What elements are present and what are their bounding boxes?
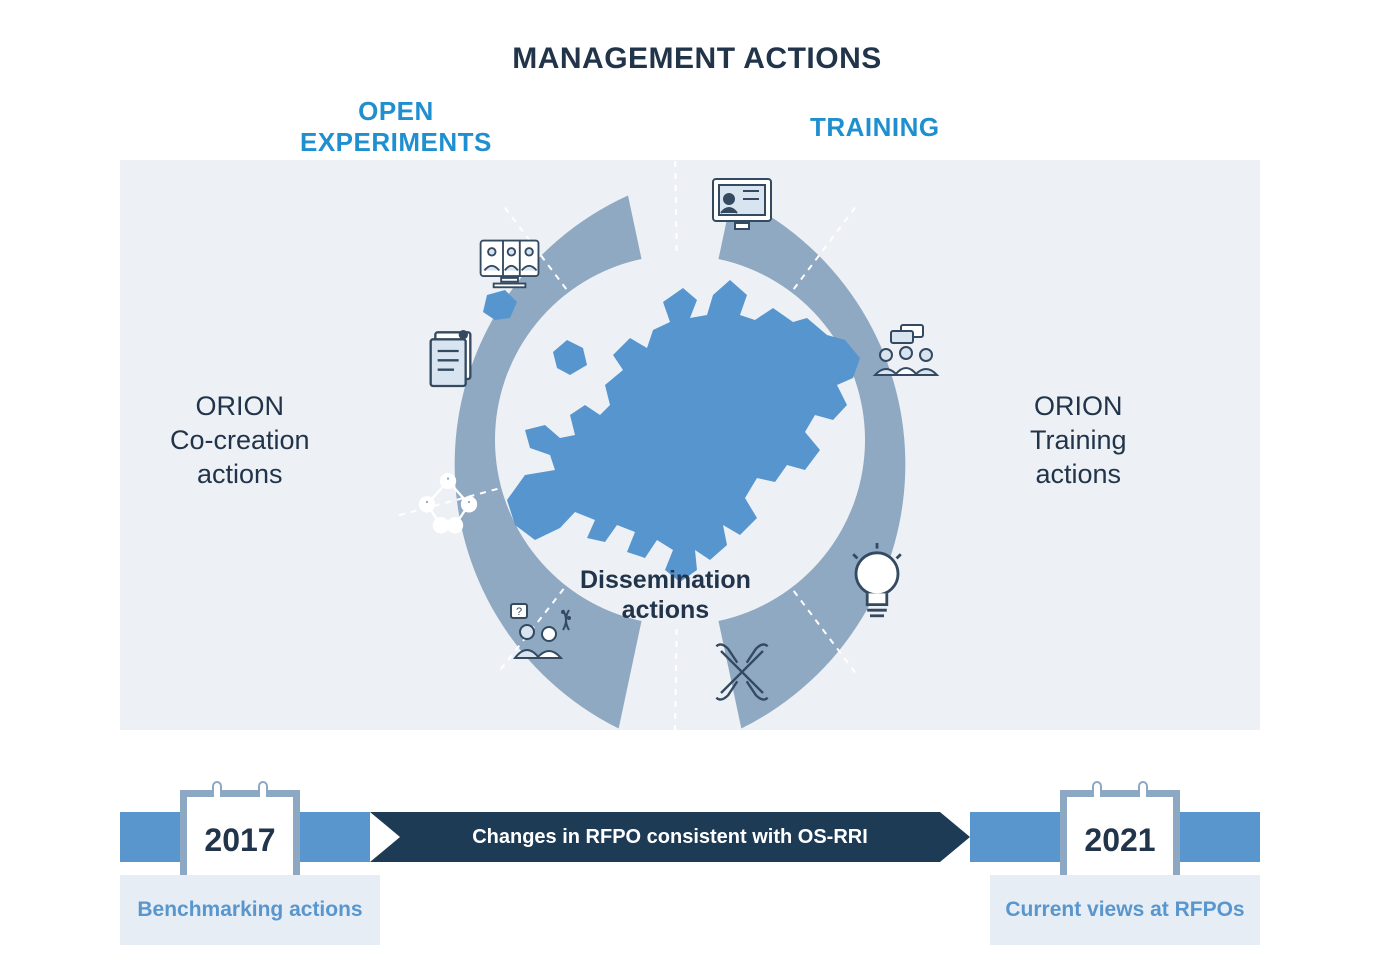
benchmarking-actions-box: Benchmarking actions [120,875,380,945]
timeline-middle-text: Changes in RFPO consistent with OS-RRI [370,812,970,862]
start-year-text: 2017 [204,822,275,859]
europe-map-icon [475,260,885,600]
svg-text:?: ? [516,606,522,618]
training-actions-label: ORIONTrainingactions [1030,390,1127,491]
end-year-text: 2021 [1084,822,1155,859]
network-icon [413,467,483,537]
management-actions-title: MANAGEMENT ACTIONS [0,42,1394,76]
lightbulb-icon [842,543,912,613]
current-views-box: Current views at RFPOs [990,875,1260,945]
presentation-icon [707,173,777,243]
people-dna-icon: ? [507,602,577,672]
hands-icon [707,637,777,707]
dissemination-actions-label: Disseminationactions [580,565,751,625]
group-chat-icon [871,323,941,393]
video-meeting-icon [475,235,545,305]
cocreation-actions-label: ORIONCo-creationactions [170,390,310,491]
document-icon [419,323,489,393]
